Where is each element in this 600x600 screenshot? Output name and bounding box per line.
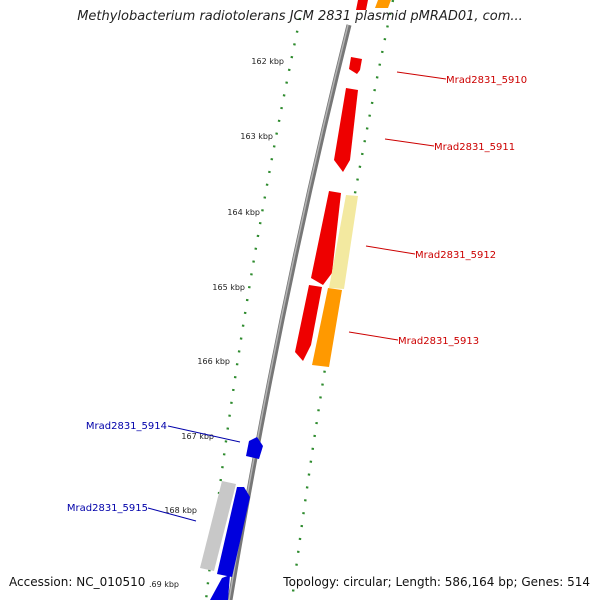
gene-partial-bottom-blue[interactable]: [210, 575, 230, 600]
gene-orange[interactable]: [312, 288, 342, 367]
gene-partial-top-red[interactable]: [356, 0, 368, 10]
kbp-label-162: 162 kbp: [251, 57, 284, 66]
leader-line-5915: [147, 507, 197, 522]
kbp-label-163: 163 kbp: [240, 132, 273, 141]
kbp-label-166: 166 kbp: [197, 357, 230, 366]
topology-stats-text: Topology: circular; Length: 586,164 bp; …: [281, 575, 590, 589]
gene-mrad2831-5910[interactable]: [349, 57, 362, 74]
gene-mrad2831-5911[interactable]: [334, 88, 358, 172]
leader-line-5913: [348, 331, 399, 341]
gene-label-5912[interactable]: Mrad2831_5912: [415, 250, 496, 261]
gene-label-5914[interactable]: Mrad2831_5914: [86, 421, 167, 432]
kbp-label-164: 164 kbp: [227, 208, 260, 217]
kbp-label-169: .69 kbp: [149, 580, 179, 589]
kbp-label-165: 165 kbp: [212, 283, 245, 292]
leader-line-5912: [365, 245, 416, 255]
gene-mrad2831-5913[interactable]: [295, 285, 322, 361]
gene-mrad2831-5912[interactable]: [311, 191, 341, 285]
gene-partial-top-orange[interactable]: [375, 0, 391, 8]
kbp-label-167: 167 kbp: [181, 432, 214, 441]
gene-label-5910[interactable]: Mrad2831_5910: [446, 75, 527, 86]
gene-label-5911[interactable]: Mrad2831_5911: [434, 142, 515, 153]
accession-text: Accession: NC_010510: [9, 575, 148, 589]
gene-mrad2831-5915[interactable]: [217, 487, 250, 577]
kbp-label-168: 168 kbp: [164, 506, 197, 515]
leader-line-5911: [384, 138, 435, 147]
leader-line-5914: [167, 425, 241, 443]
gene-mrad2831-5914[interactable]: [246, 437, 263, 459]
gene-grey[interactable]: [200, 481, 236, 571]
gene-label-5915[interactable]: Mrad2831_5915: [67, 503, 148, 514]
map-title: Methylobacterium radiotolerans JCM 2831 …: [77, 9, 523, 24]
leader-line-5910: [396, 71, 447, 80]
gene-label-5913[interactable]: Mrad2831_5913: [398, 336, 479, 347]
gene-yellow-overlap[interactable]: [329, 195, 358, 289]
